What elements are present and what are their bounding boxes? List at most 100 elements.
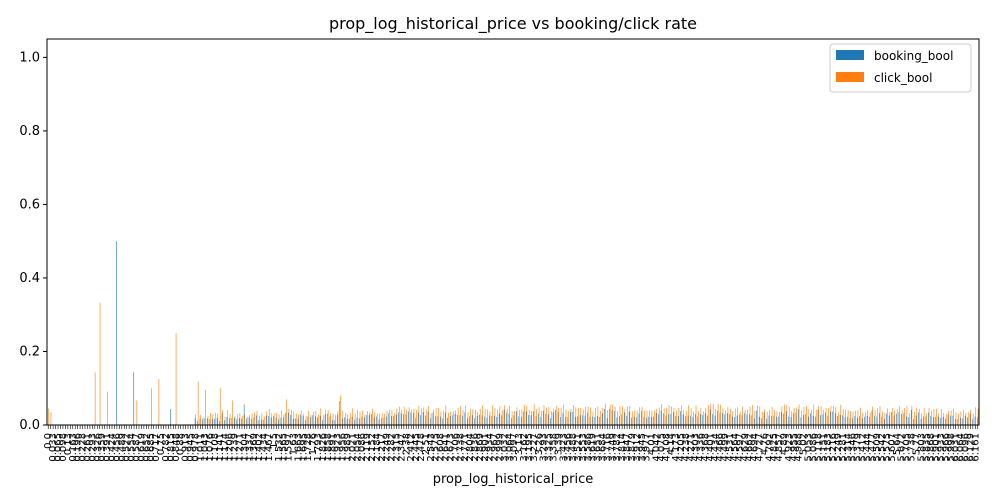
bar-booking-bool: [653, 416, 655, 425]
bar-booking-bool: [879, 412, 880, 425]
bar-click-bool: [774, 409, 775, 425]
bar-click-bool: [391, 409, 393, 425]
bar-click-bool: [612, 404, 613, 425]
x-tick-label: 4.564: [730, 433, 741, 462]
bar-booking-bool: [682, 414, 684, 425]
x-tick-label: 5.607: [887, 433, 898, 462]
bar-click-bool: [737, 407, 739, 425]
bar-click-bool: [460, 406, 461, 425]
bar-booking-bool: [241, 418, 242, 425]
x-tick-label: 6.096: [961, 433, 972, 462]
bar-click-bool: [690, 408, 692, 425]
bar-click-bool: [158, 379, 160, 425]
bar-click-bool: [676, 410, 677, 425]
bar-booking-bool: [776, 416, 777, 425]
bar-click-bool: [720, 404, 721, 425]
x-tick-label: 3.293: [539, 433, 550, 462]
x-tick-label: 0.065: [53, 433, 64, 462]
bar-click-bool: [717, 404, 719, 425]
bar-booking-bool: [437, 416, 439, 425]
bar-click-bool: [779, 411, 780, 425]
bar-click-bool: [958, 413, 959, 425]
bar-click-bool: [619, 406, 621, 425]
bar-booking-bool: [236, 419, 238, 425]
bar-click-bool: [585, 406, 586, 425]
bar-click-bool: [860, 407, 861, 425]
x-axis-label: prop_log_historical_price: [433, 472, 594, 487]
bar-booking-bool: [837, 415, 838, 425]
bar-click-bool: [232, 400, 233, 425]
plot-frame: [46, 38, 980, 426]
bar-click-bool: [850, 410, 851, 425]
x-tick-label: 3.39: [553, 433, 564, 455]
bar-click-bool: [421, 408, 422, 425]
bar-click-bool: [673, 407, 675, 425]
bar-click-bool: [271, 413, 273, 425]
bar-click-bool: [268, 409, 270, 425]
bar-click-bool: [369, 411, 371, 425]
bar-click-bool: [764, 409, 766, 425]
bar-click-bool: [624, 409, 626, 425]
bar-click-bool: [582, 409, 584, 425]
bar-booking-bool: [219, 421, 220, 425]
x-tick-label: 5.281: [838, 433, 849, 462]
x-tick-label: 1.63: [288, 433, 299, 455]
bar-click-bool: [776, 411, 778, 425]
bar-booking-bool: [427, 411, 429, 425]
x-tick-label: 0.033: [48, 433, 59, 462]
bar-click-bool: [739, 411, 741, 425]
bar-booking-bool: [516, 411, 517, 425]
bar-click-bool: [943, 412, 945, 425]
bar-booking-bool: [800, 417, 802, 425]
bar-click-bool: [357, 409, 358, 425]
bar-booking-bool: [734, 417, 735, 425]
x-tick-label: 1.956: [338, 433, 349, 462]
bar-click-bool: [342, 411, 344, 425]
bar-booking-bool: [930, 415, 932, 425]
x-tick-label: 4.857: [774, 433, 785, 462]
bar-click-bool: [394, 413, 395, 425]
x-tick-label: 3.945: [637, 433, 648, 462]
bar-click-bool: [727, 406, 729, 425]
x-tick-label: 4.336: [696, 433, 707, 462]
bar-click-bool: [335, 414, 336, 425]
bar-click-bool: [580, 407, 582, 425]
bar-booking-bool: [462, 416, 463, 425]
bar-booking-bool: [523, 411, 525, 425]
x-tick-label: 4.205: [676, 433, 687, 462]
bar-booking-bool: [199, 418, 201, 425]
x-tick-label: 0.261: [82, 433, 93, 462]
bar-booking-bool: [874, 415, 875, 425]
bar-click-bool: [629, 405, 631, 425]
bar-booking-bool: [246, 418, 247, 425]
bar-click-bool: [563, 404, 564, 425]
bar-click-bool: [766, 411, 768, 425]
x-tick-label: 0.75: [156, 433, 167, 455]
bar-click-bool: [936, 408, 937, 425]
bar-click-bool: [933, 408, 935, 425]
bar-booking-bool: [641, 411, 642, 425]
bar-click-bool: [793, 408, 795, 425]
bar-booking-bool: [692, 416, 694, 425]
bar-booking-bool: [234, 418, 235, 425]
bar-booking-bool: [444, 412, 446, 425]
x-tick-label: 0.685: [146, 433, 157, 462]
x-tick-label: 0.359: [97, 433, 108, 462]
bar-booking-bool: [501, 415, 502, 425]
bar-click-bool: [896, 409, 898, 425]
x-tick-label: 2.771: [460, 433, 471, 462]
bar-click-bool: [747, 409, 748, 425]
bar-booking-bool: [528, 415, 529, 425]
bar-booking-bool: [570, 412, 571, 425]
bar-booking-bool: [621, 414, 623, 425]
bar-booking-bool: [619, 416, 620, 425]
bar-click-bool: [899, 406, 900, 425]
bar-booking-bool: [741, 415, 743, 425]
x-tick-label: 5.151: [818, 433, 829, 462]
bar-click-bool: [808, 409, 810, 425]
bar-click-bool: [560, 408, 562, 425]
bar-click-bool: [330, 413, 331, 425]
x-tick-label: 2.934: [485, 433, 496, 462]
bar-booking-bool: [964, 415, 966, 425]
x-tick-label: 1.174: [220, 433, 231, 462]
